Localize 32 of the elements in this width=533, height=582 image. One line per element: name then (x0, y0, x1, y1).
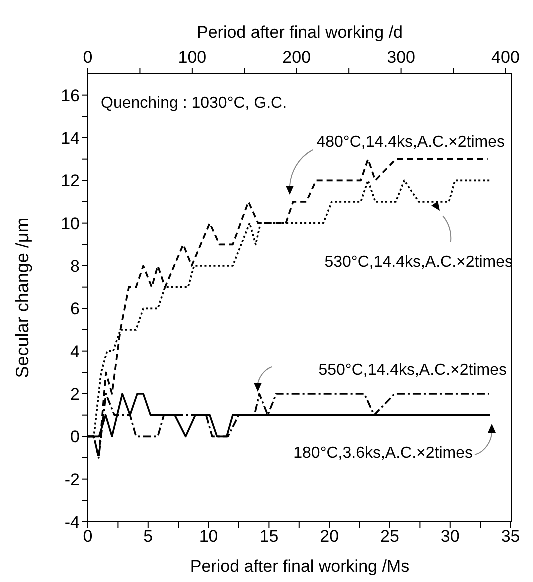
x-tick-label: 20 (320, 527, 340, 546)
series-label: 180°C,3.6ks,A.C.×2times (294, 445, 473, 462)
x2-tick-label: 300 (387, 48, 416, 67)
x2-tick-label: 200 (282, 48, 312, 67)
y-tick-label: 12 (61, 172, 80, 191)
series-label: 530°C,14.4ks,A.C.×2times (324, 254, 513, 271)
x-tick-label: 0 (83, 527, 93, 546)
y-tick-label: 14 (61, 129, 80, 148)
x2-tick-label: 400 (492, 48, 520, 67)
x2-tick-label: 100 (178, 48, 207, 67)
x-tick-label: 35 (501, 527, 520, 546)
y-tick-label: 2 (70, 385, 80, 404)
series-label: 550°C,14.4ks,A.C.×2times (318, 362, 507, 379)
y-tick-label: 8 (70, 257, 80, 276)
y-axis-title: Secular change /μm (12, 218, 32, 378)
y-tick-label: 4 (70, 342, 80, 362)
series-label: 480°C,14.4ks,A.C.×2times (316, 134, 505, 151)
x-axis-title: Period after final working /Ms (190, 557, 410, 576)
y-tick-label: 6 (70, 300, 80, 319)
x-tick-label: 10 (199, 527, 218, 546)
x2-axis-title: Period after final working /d (197, 23, 403, 42)
y-tick-label: 16 (61, 86, 80, 106)
annotation: Quenching : 1030°C, G.C. (101, 95, 288, 112)
x-tick-label: 25 (380, 527, 400, 546)
y-tick-label: 0 (70, 428, 80, 447)
x-tick-label: 15 (260, 527, 279, 546)
x-tick-label: 5 (144, 527, 154, 546)
x-tick-label: 30 (440, 527, 460, 546)
y-tick-label: -4 (64, 513, 80, 532)
y-tick-label: 10 (61, 214, 80, 234)
y-tick-label: -2 (64, 470, 80, 490)
x2-tick-label: 0 (83, 48, 93, 67)
